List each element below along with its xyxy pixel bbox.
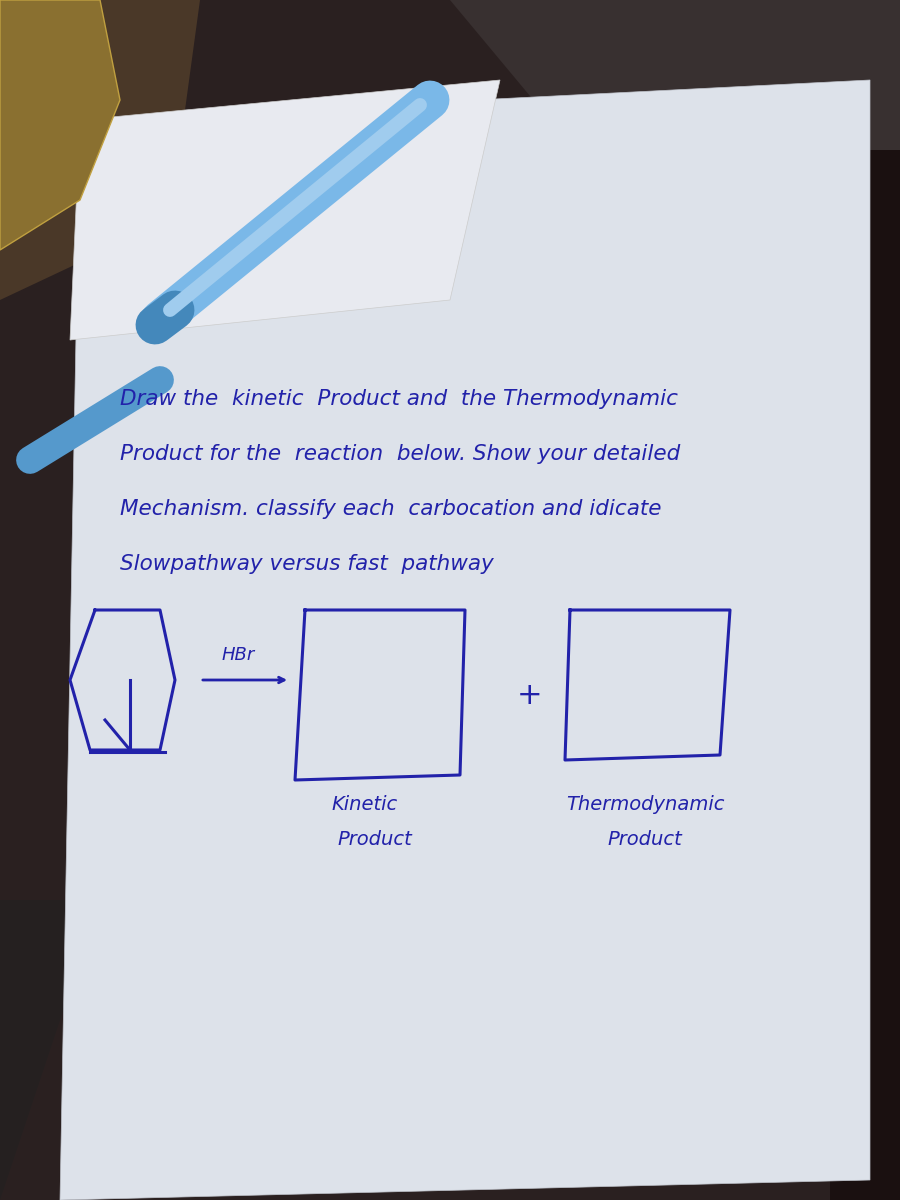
Text: Mechanism. classify each  carbocation and idicate: Mechanism. classify each carbocation and… bbox=[120, 499, 662, 518]
Text: Slowpathway versus fast  pathway: Slowpathway versus fast pathway bbox=[120, 554, 494, 574]
Text: Thermodynamic: Thermodynamic bbox=[566, 794, 724, 814]
Polygon shape bbox=[60, 80, 870, 1200]
Polygon shape bbox=[0, 0, 200, 300]
Polygon shape bbox=[450, 0, 900, 180]
Polygon shape bbox=[830, 150, 900, 1200]
Text: Draw the  kinetic  Product and  the Thermodynamic: Draw the kinetic Product and the Thermod… bbox=[120, 389, 678, 409]
Text: Kinetic: Kinetic bbox=[332, 794, 398, 814]
Text: Product: Product bbox=[338, 830, 412, 850]
Text: HBr: HBr bbox=[221, 646, 255, 664]
Polygon shape bbox=[0, 0, 120, 250]
Text: Product: Product bbox=[608, 830, 682, 850]
Polygon shape bbox=[0, 900, 100, 1200]
Text: Product for the  reaction  below. Show your detailed: Product for the reaction below. Show you… bbox=[120, 444, 680, 464]
Text: +: + bbox=[518, 680, 543, 709]
Polygon shape bbox=[70, 80, 500, 340]
